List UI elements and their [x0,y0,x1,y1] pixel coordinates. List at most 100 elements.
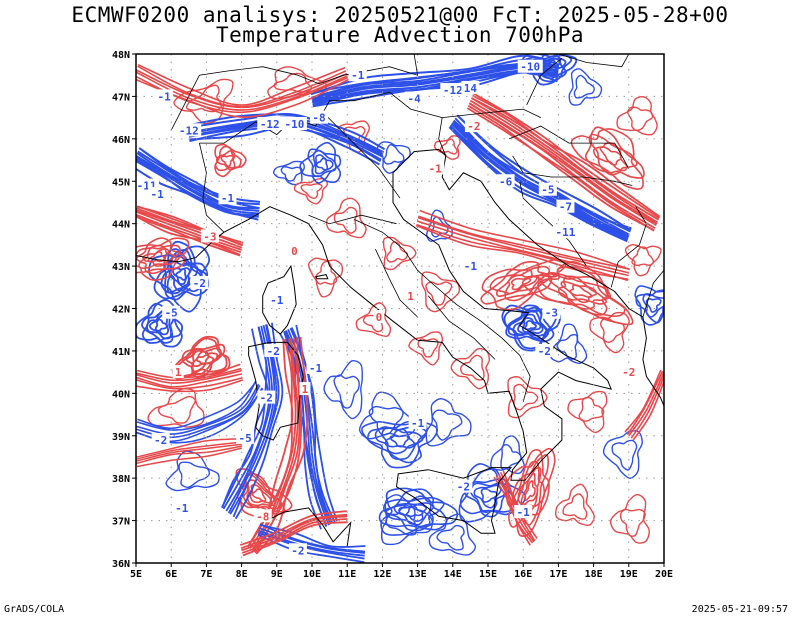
contour-label-layer: -1-1-12 14-10-4-12 -10-12-8-2-1-6-5-7-11-1… [136,59,638,557]
contour-value-label: 1 [405,288,417,303]
contour-value-label: -5 [162,305,181,320]
svg-text:-12: -12 [179,124,199,137]
cold-contour-284 [259,524,366,548]
cold-contour-149 [315,157,329,171]
contour-value-label: -1 [426,161,445,176]
svg-text:-12: -12 [443,84,463,97]
contour-value-label: -10 [281,116,307,131]
y-tick-label: 43N [112,262,130,273]
x-tick-label: 16E [514,569,532,580]
warm-contour-51 [631,246,655,267]
contour-value-label: -1 [155,89,174,103]
warm-contour-105 [547,272,612,310]
cold-contour-129 [469,482,508,514]
warm-contour-31 [513,383,539,411]
contour-value-label: -1 [348,68,367,82]
svg-text:-8: -8 [256,510,269,523]
svg-text:0: 0 [376,311,383,324]
warm-contour-108 [569,284,593,298]
warm-contour-223 [418,215,630,270]
warm-contour-62 [589,311,630,354]
warm-contour-14 [307,257,344,298]
contour-value-label: -1 [218,191,237,205]
svg-text:-1: -1 [429,163,443,176]
contour-value-label: -2 [535,343,554,358]
y-tick-label: 48N [112,50,130,61]
cold-contour-68 [163,248,209,301]
x-tick-label: 17E [549,569,567,580]
contour-value-label: -12 [257,116,283,131]
contour-value-label: -12 [176,123,202,137]
svg-text:-1: -1 [221,192,235,205]
warm-contour-216 [471,97,660,221]
warm-contour-33 [578,396,605,422]
border-line-15 [308,214,397,225]
warm-contour-261 [255,336,309,555]
cold-contour-246 [234,322,284,520]
warm-contour-218 [472,94,661,218]
warm-contour-291 [495,475,534,544]
cold-contour-69 [160,249,204,294]
contour-value-label: -2 [151,432,170,447]
warm-contour-143 [249,484,273,504]
svg-text:-5: -5 [541,184,554,197]
warm-contour-6 [616,95,658,136]
cold-contour-91 [507,306,550,340]
x-tick-label: 13E [409,569,427,580]
warm-contour-297 [628,371,664,437]
warm-contour-141 [242,473,282,510]
svg-text:-7: -7 [559,201,572,214]
svg-text:-4: -4 [407,93,421,106]
y-tick-label: 37N [112,517,130,528]
contour-layer [136,54,664,563]
warm-contour-270 [136,373,243,388]
cold-contour-4 [568,68,603,106]
warm-contour-104 [537,272,609,316]
border-line-0 [199,91,443,144]
warm-contour-172 [220,154,235,168]
x-tick-label: 12E [373,569,391,580]
x-tick-label: 6E [165,569,177,580]
cold-contour-267 [137,381,257,430]
x-tick-label: 10E [303,569,321,580]
contour-value-label: 0 [288,244,300,258]
border-line-4 [508,125,630,169]
warm-contour-96 [481,258,567,311]
warm-contour-224 [419,209,630,271]
contour-value-label: -12 [440,83,466,97]
cold-contour-245 [232,324,280,518]
warm-contour-151 [136,237,187,274]
warm-contour-271 [136,369,242,384]
contour-value-label: -5 [538,182,557,197]
cold-contour-44 [490,435,525,475]
cold-contour-110 [635,289,664,324]
contour-value-label: -1 [461,259,480,273]
warm-contour-171 [216,150,236,171]
warm-contour-296 [630,374,664,439]
cold-contour-67 [153,240,210,300]
cold-contour-146 [307,148,342,184]
warm-contour-18 [355,302,392,338]
svg-text:1: 1 [407,290,414,303]
cold-contour-242 [225,325,273,512]
warm-contour-274 [136,447,243,468]
warm-contour-286 [241,518,348,554]
contour-value-label: -2 [454,479,473,494]
contour-value-label: -1 [514,505,533,519]
cold-contour-59 [280,166,303,182]
y-tick-label: 46N [112,135,130,146]
cold-contour-131 [480,488,498,503]
cold-contour-128 [464,478,511,518]
warm-contour-38 [609,493,650,544]
x-tick-label: 19E [620,569,638,580]
y-tick-label: 40N [112,389,130,400]
y-tick-label: 44N [112,220,130,231]
cold-contour-249 [284,330,328,527]
svg-text:-1: -1 [158,90,172,103]
svg-text:-1: -1 [270,294,284,307]
cold-contour-25 [333,374,360,409]
warm-contour-83 [181,343,226,379]
cold-contour-49 [556,333,578,360]
warm-contour-232 [136,205,244,244]
